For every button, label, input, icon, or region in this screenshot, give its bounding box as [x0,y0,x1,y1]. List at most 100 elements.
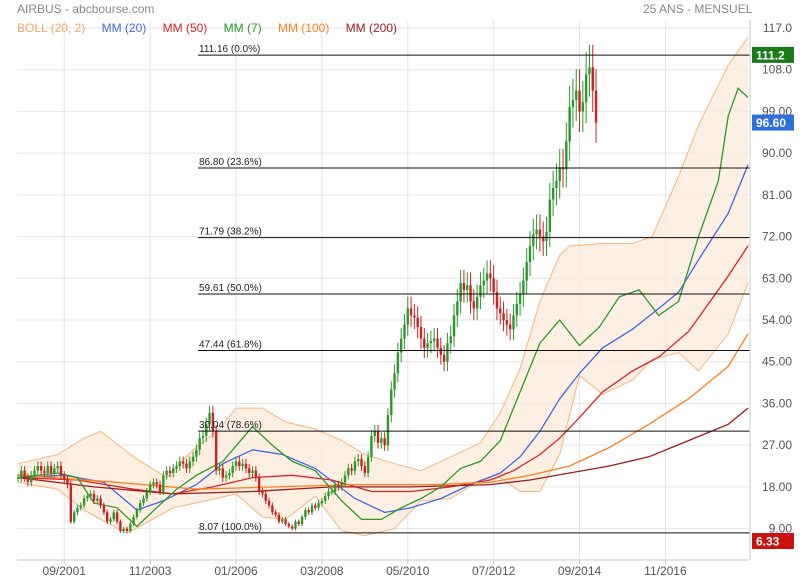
candle-body [63,475,66,480]
x-tick-label: 01/2006 [214,564,258,578]
candle-body [271,505,274,513]
y-tick-label: 36.00 [762,396,792,410]
x-tick-label: 03/2008 [300,564,344,578]
candle-body [135,510,139,518]
candle-body [30,475,33,483]
candle-body [198,438,201,450]
y-tick-label: 54.00 [762,313,792,327]
candle-body [406,308,409,325]
legend-mm200: MM (200) [345,21,398,35]
candle-body [399,338,403,353]
candle-body [578,90,581,112]
candle-body [413,315,416,318]
candle-body [588,67,591,75]
candle-body [439,347,443,355]
candle-body [373,431,376,436]
candle-body [72,512,76,522]
candle-body [205,424,208,436]
legend-mm50: MM (50) [162,21,208,35]
bollinger-fill [18,37,748,536]
candle-body [181,461,185,464]
candle-body [287,523,291,527]
fib-label: 86.80 (23.6%) [199,157,262,168]
legend-mm7: MM (7) [223,21,262,35]
candle-body [485,273,489,281]
legend: BOLL (20, 2) MM (20) MM (50) MM (7) MM (… [17,21,410,35]
candle-body [317,503,320,508]
candle-body [281,519,284,522]
candle-body [314,505,317,508]
candle-body [426,343,429,348]
legend-mm100: MM (100) [277,21,330,35]
candle-body [446,343,449,362]
candle-body [218,468,221,471]
candle-body [297,521,300,524]
candle-body [221,468,224,478]
candle-body [69,484,73,522]
candle-body [254,470,258,478]
candle-body [363,466,367,473]
candle-body [248,468,251,473]
price-tag-label: 6.33 [756,535,780,549]
candle-body [436,338,439,348]
candle-body [512,315,515,330]
candle-body [300,517,304,524]
candle-body [419,326,423,339]
candle-body [96,498,99,501]
candle-body [469,285,472,302]
candle-body [109,519,112,522]
candle-body [231,466,234,473]
candle-body [545,231,548,242]
candle-body [191,456,195,462]
candle-body [244,463,248,469]
candle-body [383,438,386,446]
candle-body [155,482,158,485]
x-tick-label: 09/2014 [558,564,602,578]
price-tag [752,46,794,63]
candle-body [148,484,152,492]
candle-body [142,498,145,504]
candle-body [366,456,370,473]
candle-body [36,466,40,471]
series-mm-20 [17,164,749,514]
candle-body [290,526,294,529]
candle-body [565,141,568,170]
candle-body [538,229,542,237]
candle-body [211,412,215,432]
y-tick-label: 108.0 [762,63,792,77]
candle-body [66,479,69,485]
candle-body [39,466,43,471]
candle-body [172,468,175,473]
x-tick-label: 07/2012 [472,564,516,578]
candle-body [353,461,357,471]
candle-body [139,503,142,511]
candle-body [558,167,561,181]
candle-body [330,491,334,493]
candle-body [115,512,119,522]
candle-body [409,308,413,316]
candle-body [129,523,132,531]
x-tick-label: 05/2010 [386,564,430,578]
candle-body [575,90,578,100]
candle-body [594,90,598,123]
candle-body [475,296,479,309]
y-tick-label: 81.00 [762,188,792,202]
chart-period: 25 ANS - MENSUEL [643,2,753,16]
candle-body [26,477,30,483]
candle-body [158,484,162,492]
series-mm-7 [17,87,749,528]
candle-body [466,285,469,290]
y-tick-label: 72.00 [762,230,792,244]
candle-body [479,285,482,297]
candle-body [528,245,532,263]
candle-body [178,461,182,467]
candlesticks [16,44,598,533]
candle-body [376,431,380,443]
price-tags: 111.2 96.60 6.33 [752,46,794,549]
candle-body [472,301,476,309]
candle-body [555,180,558,188]
candle-body [168,470,172,473]
candle-body [525,262,528,281]
candle-body [274,512,277,515]
series-mm-200 [17,407,749,495]
